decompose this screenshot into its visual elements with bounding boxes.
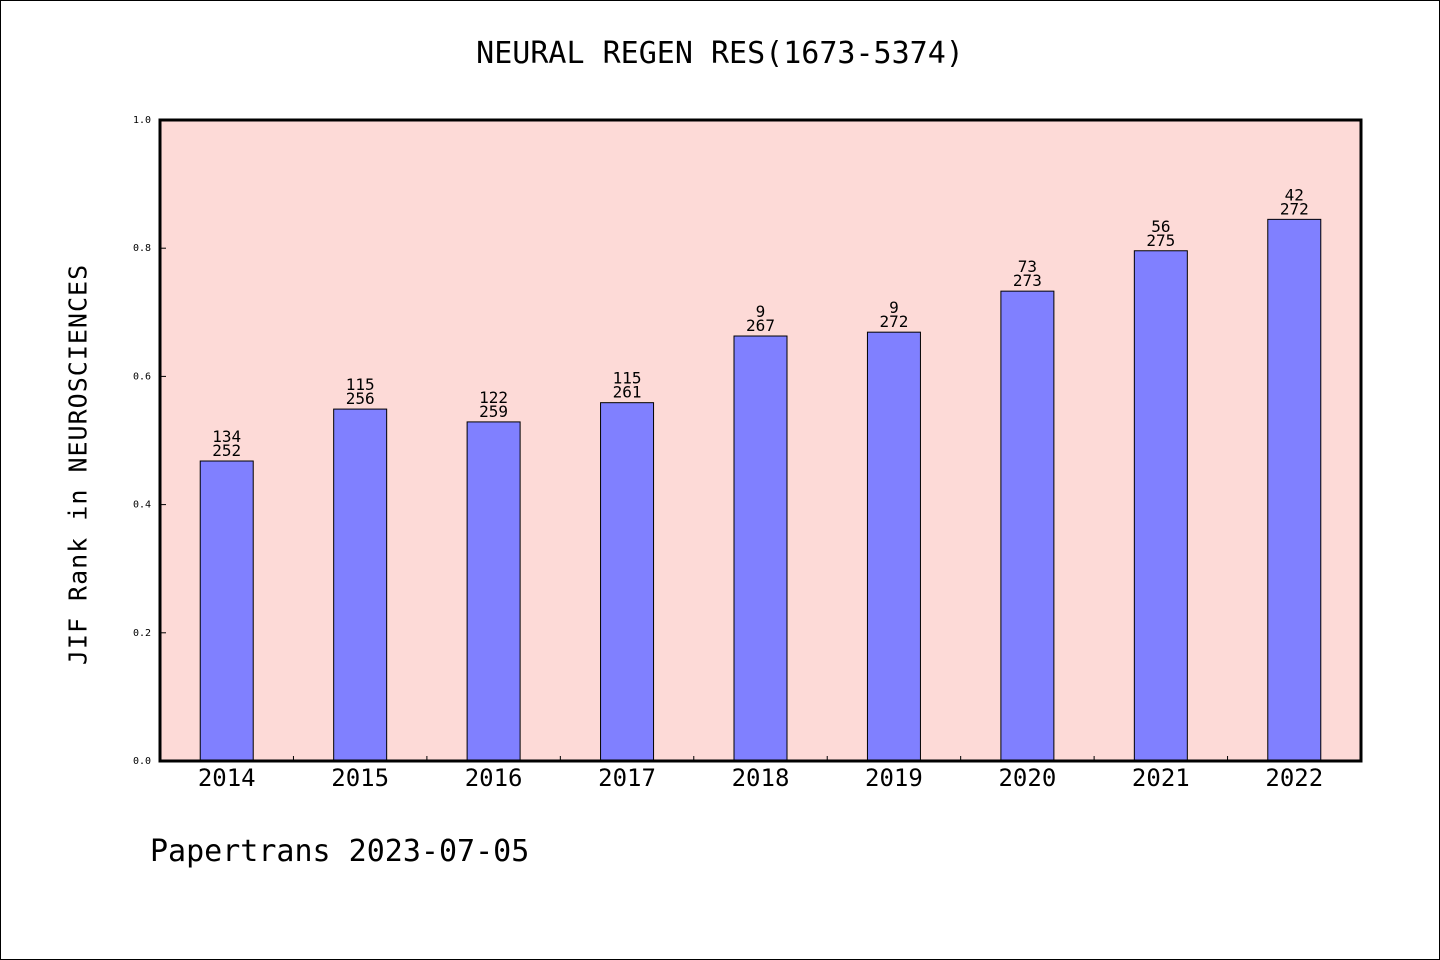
bar-2016: [466, 421, 521, 762]
y-tick-label: 0.4: [133, 500, 151, 511]
bar-label-total-2019: 272: [879, 312, 908, 331]
x-tick-label-2016: 2016: [465, 764, 523, 792]
bar-2022: [1267, 218, 1322, 762]
x-tick-label-2014: 2014: [198, 764, 256, 792]
bar-label-total-2014: 252: [212, 441, 241, 460]
bar-label-total-2021: 275: [1146, 231, 1175, 250]
bar-label-rank-2019: 9: [889, 298, 899, 317]
bar-2019: [866, 331, 921, 762]
x-tick-label-2015: 2015: [331, 764, 389, 792]
x-tick-label-2019: 2019: [865, 764, 923, 792]
bar-label-rank-2016: 122: [479, 388, 508, 407]
bar-2015: [333, 408, 388, 762]
bar-label-total-2016: 259: [479, 402, 508, 421]
bar-2014: [199, 460, 254, 762]
y-tick-label: 0.8: [133, 243, 151, 254]
bar-label-rank-2014: 134: [212, 427, 241, 446]
y-tick-label: 0.6: [133, 371, 151, 382]
plot-border: [158, 118, 1363, 763]
chart-title: NEURAL REGEN RES(1673-5374): [476, 36, 964, 71]
y-tick-label: 0.0: [133, 756, 151, 767]
x-tick-label-2021: 2021: [1132, 764, 1190, 792]
bar-label-total-2022: 272: [1280, 199, 1309, 218]
x-tick-label-2017: 2017: [598, 764, 656, 792]
bar-label-rank-2021: 56: [1151, 217, 1170, 236]
bar-label-rank-2018: 9: [756, 302, 766, 321]
bar-label-total-2018: 267: [746, 316, 775, 335]
y-tick-label: 1.0: [133, 115, 151, 126]
x-tick-label-2020: 2020: [998, 764, 1056, 792]
bar-label-total-2017: 261: [613, 383, 642, 402]
bar-label-total-2015: 256: [346, 389, 375, 408]
x-tick-label-2022: 2022: [1265, 764, 1323, 792]
bar-2017: [600, 402, 655, 762]
bar-label-rank-2020: 73: [1018, 257, 1037, 276]
bar-label-rank-2017: 115: [613, 369, 642, 388]
bar-2018: [733, 335, 788, 762]
bar-label-rank-2015: 115: [346, 375, 375, 394]
y-tick-label: 0.2: [133, 628, 151, 639]
bar-label-rank-2022: 42: [1285, 185, 1304, 204]
bar-label-total-2020: 273: [1013, 271, 1042, 290]
bar-2021: [1133, 250, 1188, 762]
x-tick-label-2018: 2018: [732, 764, 790, 792]
bar-2020: [1000, 290, 1055, 762]
footer-credit: Papertrans 2023-07-05: [150, 834, 530, 869]
